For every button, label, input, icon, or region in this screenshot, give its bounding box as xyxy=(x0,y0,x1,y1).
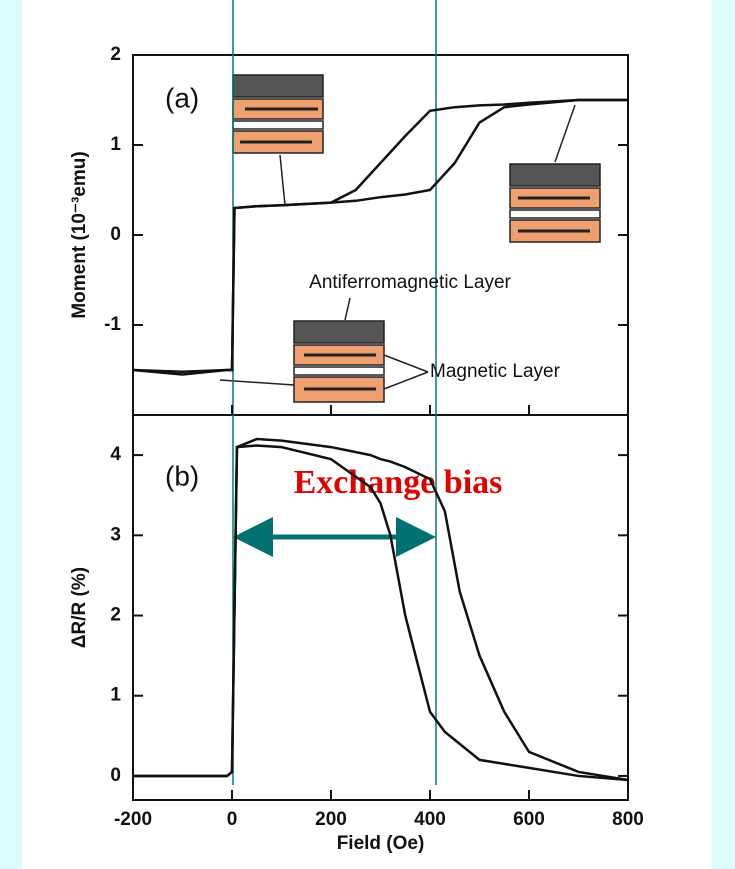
x-tick-label: 400 xyxy=(414,809,446,830)
y-tick-label: 0 xyxy=(110,765,121,786)
y-tick-label: 0 xyxy=(110,224,121,245)
panel-label: (b) xyxy=(165,460,199,491)
annotation: Exchange bias xyxy=(294,464,503,501)
x-tick-label: 0 xyxy=(227,809,238,830)
y-tick-label: 1 xyxy=(110,134,121,155)
data-line xyxy=(132,98,628,376)
panel xyxy=(22,0,712,869)
y-tick-label: 3 xyxy=(110,524,121,545)
layer-diagram xyxy=(219,74,601,403)
panel-label: (a) xyxy=(165,82,199,113)
annotation: Antiferromagnetic Layer xyxy=(309,272,511,293)
x-tick-label: 800 xyxy=(612,809,644,830)
plot-frame xyxy=(132,54,629,801)
x-tick-label: 200 xyxy=(315,809,347,830)
y-tick-label: 1 xyxy=(110,685,121,706)
y-tick-label: 2 xyxy=(110,605,121,626)
y-tick-label: -1 xyxy=(104,314,121,335)
y-tick-label: 2 xyxy=(110,44,121,65)
annotation: Magnetic Layer xyxy=(430,361,561,382)
y-axis-label: Moment (10⁻³emu) xyxy=(69,151,90,318)
x-tick-label: -200 xyxy=(114,809,152,830)
x-axis-label: Field (Oe) xyxy=(337,833,425,854)
data-line xyxy=(133,444,629,782)
x-tick-label: 600 xyxy=(513,809,545,830)
y-axis-label: ΔR/R (%) xyxy=(69,567,90,648)
y-tick-label: 4 xyxy=(110,444,121,465)
